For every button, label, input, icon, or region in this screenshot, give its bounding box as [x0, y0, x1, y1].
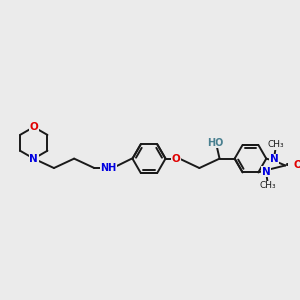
- Text: N: N: [29, 154, 38, 164]
- Text: N: N: [270, 154, 278, 164]
- Text: O: O: [172, 154, 181, 164]
- Text: O: O: [293, 160, 300, 170]
- Text: N: N: [262, 167, 271, 177]
- Text: O: O: [29, 122, 38, 132]
- Text: CH₃: CH₃: [267, 140, 284, 149]
- Text: NH: NH: [100, 163, 117, 173]
- Text: CH₃: CH₃: [260, 182, 276, 190]
- Text: HO: HO: [207, 138, 224, 148]
